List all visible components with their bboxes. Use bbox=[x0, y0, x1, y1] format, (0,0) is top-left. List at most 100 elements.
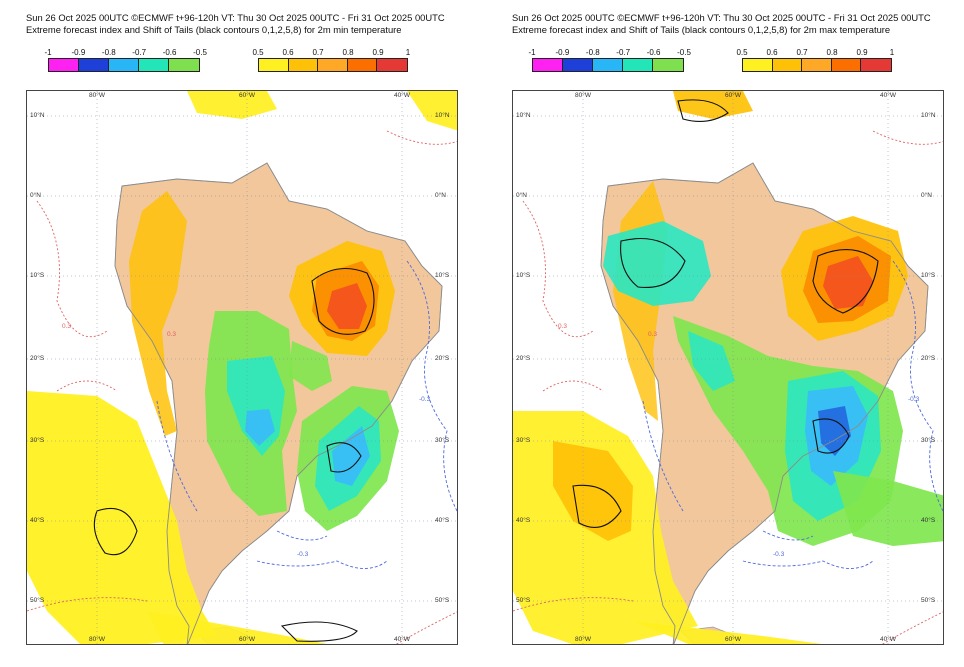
colorbar-tick-label: 0.5 bbox=[736, 48, 748, 57]
efi-contour-negative bbox=[256, 560, 388, 569]
coastline bbox=[600, 162, 929, 644]
efi-shaded-area bbox=[688, 331, 735, 391]
efi-contour-positive bbox=[395, 611, 457, 644]
map-canvas bbox=[513, 91, 943, 644]
colorbar-tick-label: 0.9 bbox=[856, 48, 868, 57]
coastline bbox=[114, 162, 443, 644]
colorbar-tick-label: -0.8 bbox=[101, 48, 116, 57]
longitude-label: 60°W bbox=[725, 92, 741, 99]
efi-contour-positive bbox=[386, 130, 457, 145]
contour-value-label: 0.3 bbox=[558, 323, 568, 330]
longitude-label: 60°W bbox=[239, 92, 255, 99]
latitude-label: 0°N bbox=[921, 192, 932, 199]
efi-contour-negative bbox=[742, 560, 874, 569]
colorbar-swatch bbox=[861, 59, 892, 71]
efi-shaded-area bbox=[245, 409, 275, 446]
contour-value-label: -0.3 bbox=[908, 396, 920, 403]
longitude-label: 60°W bbox=[725, 636, 741, 643]
efi-contour-negative bbox=[892, 260, 943, 512]
colorbar-swatch bbox=[743, 59, 773, 71]
longitude-label: 40°W bbox=[880, 636, 896, 643]
efi-contour-positive bbox=[27, 597, 148, 612]
colorbar-swatch bbox=[831, 59, 862, 71]
latitude-label: 10°S bbox=[435, 272, 450, 279]
efi-contour-positive bbox=[872, 130, 943, 145]
efi-contour-positive bbox=[881, 611, 943, 644]
colorbar-swatch bbox=[318, 59, 348, 71]
colorbar-swatch bbox=[109, 59, 139, 71]
shift-of-tails-contour bbox=[620, 237, 686, 289]
panel-title: Sun 26 Oct 2025 00UTC ©ECMWF t+96-120h V… bbox=[26, 12, 445, 23]
shift-of-tails-contour bbox=[812, 418, 850, 454]
shift-of-tails-contour bbox=[812, 249, 879, 314]
latitude-label: 50°S bbox=[921, 597, 936, 604]
shift-of-tails-contour bbox=[280, 621, 358, 642]
panel-min-temperature: Sun 26 Oct 2025 00UTC ©ECMWF t+96-120h V… bbox=[26, 12, 458, 645]
colorbar-tick-label: 0.6 bbox=[766, 48, 778, 57]
longitude-label: 80°W bbox=[89, 92, 105, 99]
efi-shaded-area bbox=[289, 341, 332, 391]
efi-contour-negative bbox=[156, 400, 198, 512]
colorbar-cold: -1 -0.9 -0.8 -0.7 -0.6 -0.5 bbox=[528, 48, 691, 73]
contour-value-label: 0.3 bbox=[62, 323, 72, 330]
longitude-label: 40°W bbox=[880, 92, 896, 99]
shift-of-tails-contour bbox=[677, 99, 729, 122]
longitude-label: 80°W bbox=[89, 636, 105, 643]
longitude-label: 80°W bbox=[575, 636, 591, 643]
contour-value-label: 0.3 bbox=[167, 331, 177, 338]
colorbar-warm-swatches bbox=[258, 58, 408, 72]
colorbar-cold-ticks: -1 -0.9 -0.8 -0.7 -0.6 -0.5 bbox=[44, 48, 206, 58]
latitude-label: 10°N bbox=[516, 112, 531, 119]
efi-contour-positive bbox=[513, 597, 634, 612]
contour-value-label: -0.3 bbox=[419, 396, 431, 403]
colorbar-tick-label: -0.9 bbox=[71, 48, 86, 57]
colorbar-swatch bbox=[593, 59, 623, 71]
colorbar-tick-label: -0.5 bbox=[677, 48, 691, 57]
colorbar-tick-label: -1 bbox=[528, 48, 536, 57]
colorbar-tick-label: 0.9 bbox=[372, 48, 384, 57]
longitude-label: 40°W bbox=[394, 92, 410, 99]
latitude-label: 0°N bbox=[30, 192, 41, 199]
colorbar-tick-label: -0.8 bbox=[585, 48, 600, 57]
contour-value-label: -0.3 bbox=[297, 551, 309, 558]
latitude-label: 10°N bbox=[435, 112, 450, 119]
latitude-label: 30°S bbox=[921, 437, 936, 444]
colorbar-tick-label: 1 bbox=[889, 48, 895, 57]
colorbar-tick-label: 0.6 bbox=[282, 48, 294, 57]
efi-shaded-area bbox=[553, 441, 633, 541]
colorbar-warm-ticks: 0.5 0.6 0.7 0.8 0.9 1 bbox=[252, 48, 410, 58]
panel-max-temperature: Sun 26 Oct 2025 00UTC ©ECMWF t+96-120h V… bbox=[482, 0, 964, 667]
efi-map-max-temperature: 10°N 10°N 0°N 0°N 10°S 10°S 20°S 20°S 30°S 30°S 40… bbox=[512, 90, 944, 645]
latitude-label: 0°N bbox=[516, 192, 527, 199]
colorbar-swatch bbox=[139, 59, 169, 71]
efi-map-min-temperature: 10°N 10°N 0°N 0°N 10°S 10°S 20°S 20°S 30°S 30°S 40… bbox=[26, 90, 458, 645]
colorbar-swatch bbox=[49, 59, 79, 71]
efi-shaded-area bbox=[633, 621, 822, 644]
latitude-label: 10°N bbox=[30, 112, 45, 119]
panel-subtitle: Extreme forecast index and Shift of Tail… bbox=[26, 24, 402, 35]
colorbar-warm-ticks: 0.5 0.6 0.7 0.8 0.9 1 bbox=[736, 48, 895, 58]
colorbar-swatch bbox=[288, 59, 319, 71]
latitude-label: 50°S bbox=[516, 597, 531, 604]
efi-contour-positive bbox=[56, 380, 118, 392]
colorbar-swatch bbox=[563, 59, 593, 71]
efi-shaded-area bbox=[823, 256, 873, 309]
colorbar-tick-label: 0.8 bbox=[342, 48, 354, 57]
shift-of-tails-contour bbox=[93, 507, 138, 556]
colorbar-tick-label: -0.5 bbox=[193, 48, 207, 57]
panel-subtitle: Extreme forecast index and Shift of Tail… bbox=[512, 24, 891, 35]
shift-of-tails-contour bbox=[326, 442, 362, 473]
colorbar-warm-swatches bbox=[742, 58, 892, 72]
latitude-label: 30°S bbox=[516, 437, 531, 444]
efi-shaded-area bbox=[332, 426, 370, 486]
latitude-label: 10°S bbox=[921, 272, 936, 279]
efi-contour-negative bbox=[642, 400, 684, 512]
colorbar-cold-ticks: -1 -0.9 -0.8 -0.7 -0.6 -0.5 bbox=[528, 48, 690, 58]
colorbar-swatch bbox=[347, 59, 378, 71]
longitude-label: 60°W bbox=[239, 636, 255, 643]
latitude-label: 20°S bbox=[435, 355, 450, 362]
colorbar-tick-label: -0.6 bbox=[646, 48, 661, 57]
colorbar-tick-label: -0.7 bbox=[616, 48, 631, 57]
longitude-label: 40°W bbox=[394, 636, 410, 643]
colorbar-cold-swatches bbox=[532, 58, 684, 72]
